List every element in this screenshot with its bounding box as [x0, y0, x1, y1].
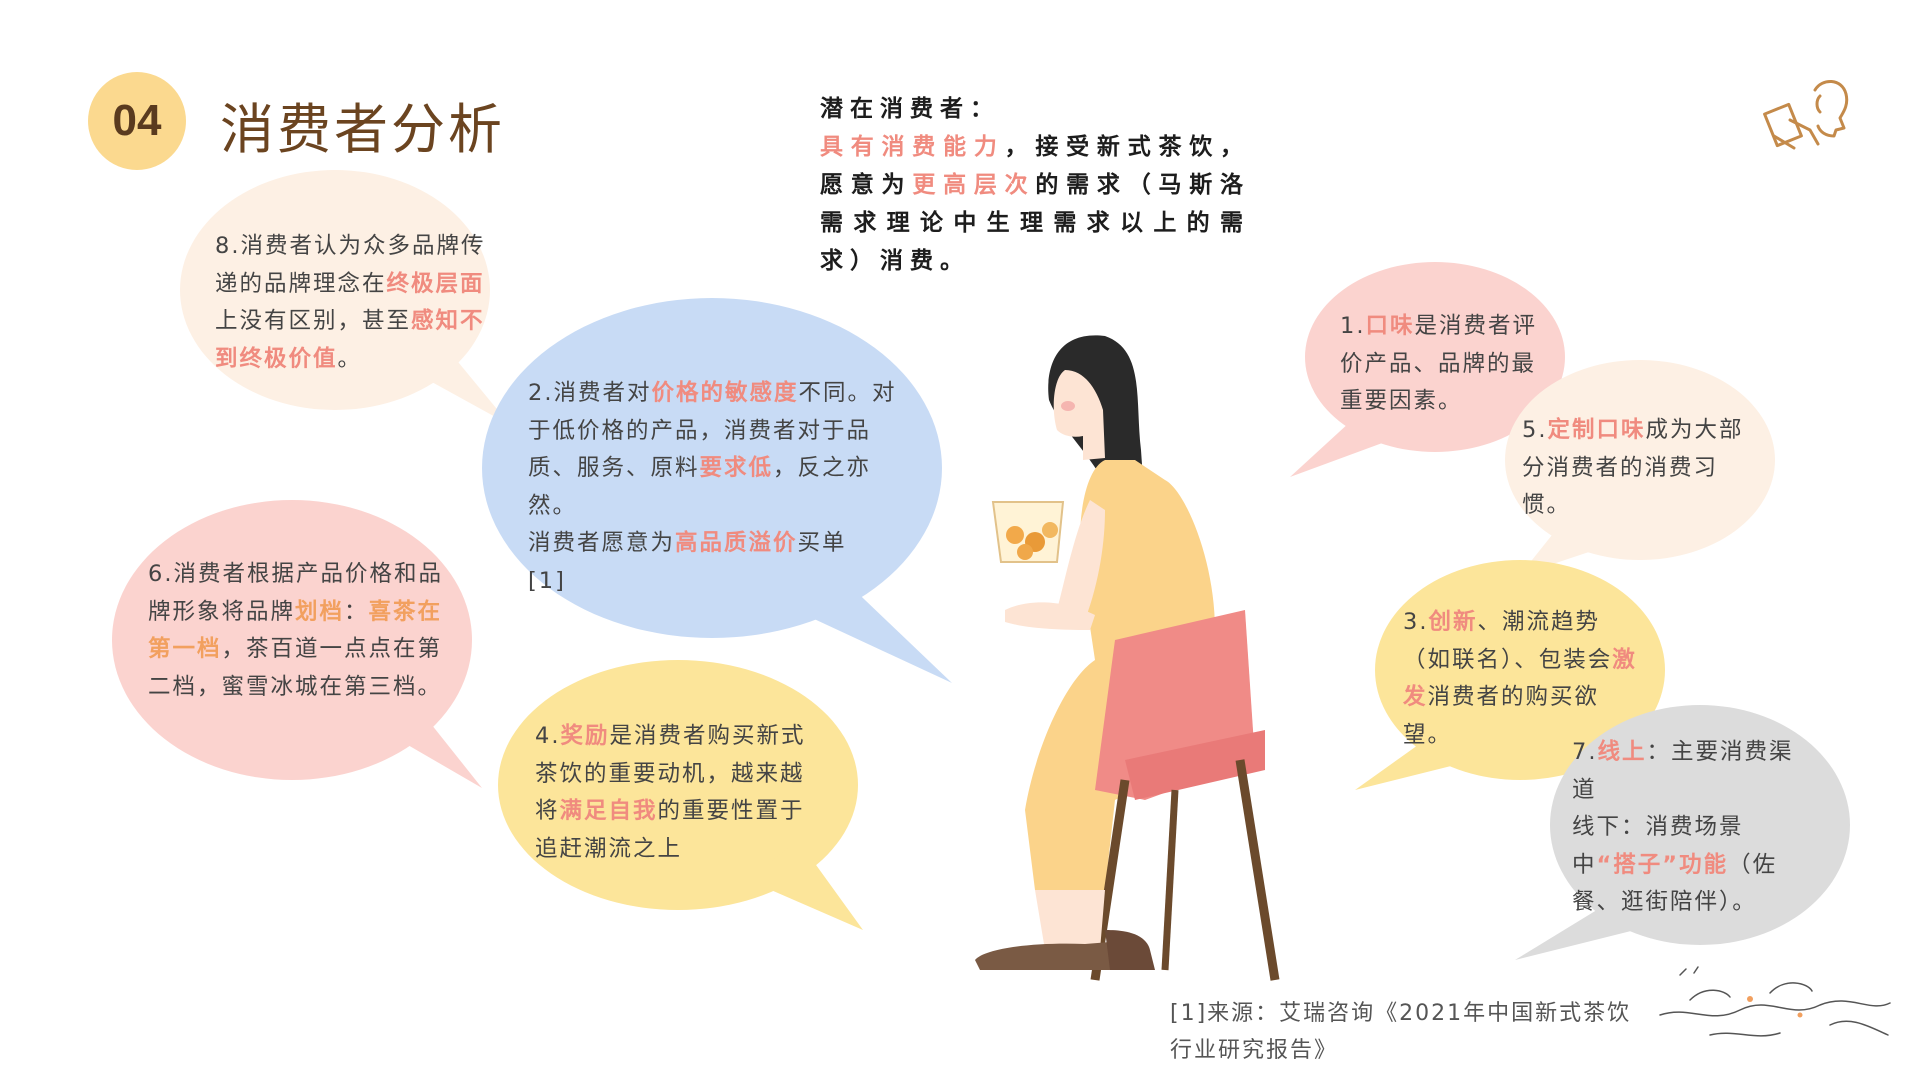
- b2-highlight-2: 要求低: [699, 455, 774, 481]
- b2-highlight-3: 高品质溢价: [675, 530, 798, 556]
- b7-highlight-2: “搭子”功能: [1596, 851, 1729, 878]
- woman-sitting-illustration: [975, 335, 1280, 981]
- b4-highlight-2: 满足自我: [559, 798, 658, 824]
- b5-highlight-1: 定制口味: [1547, 417, 1646, 443]
- b2-text-e: 买单: [797, 530, 847, 556]
- bubble-7-shape: [1515, 705, 1850, 960]
- b8-text-c: 。: [337, 345, 363, 372]
- wave-doodle-decoration: [1659, 966, 1891, 1037]
- b6-text-a: 6.消费者根据产品价格和品牌形象将品牌: [148, 561, 443, 625]
- b1-highlight-1: 口味: [1365, 313, 1415, 339]
- bubble-2-text: 2.消费者对价格的敏感度不同。对于低价格的产品，消费者对于品质、服务、原料要求低…: [528, 375, 918, 600]
- b5-text-b: 成为大部分消费者的消费习惯。: [1522, 417, 1744, 518]
- bubble-5-text: 5.定制口味成为大部分消费者的消费习惯。: [1522, 412, 1762, 525]
- b3-highlight-2: 激发: [1403, 646, 1637, 711]
- b2-citation: [1]: [528, 567, 566, 594]
- potential-text-2: 的需求（马斯洛需求理论中生理需求以上的需求）消费。: [820, 172, 1251, 274]
- page-title: 消费者分析: [220, 98, 505, 161]
- b1-text-a: 1.: [1340, 313, 1366, 339]
- b7-text-b: ：主要消费渠道: [1572, 739, 1794, 803]
- b2-text-a: 2.消费者对: [528, 380, 652, 406]
- b2-text-c: ，反之亦然。: [528, 455, 872, 519]
- b7-highlight-1: 线上: [1597, 739, 1647, 765]
- bubble-1-shape: [1290, 262, 1565, 477]
- potential-consumer-text: 潜在消费者： 具有消费能力，接受新式茶饮，愿意为更高层次的需求（马斯洛需求理论中…: [820, 90, 1250, 280]
- bubble-8-shape: [180, 170, 510, 425]
- bubble-3-shape: [1355, 560, 1665, 790]
- b8-text-a: 8.消费者认为众多品牌传递的品牌理念在: [215, 233, 486, 297]
- b2-text-d: 消费者愿意为: [528, 530, 676, 556]
- b8-highlight-2: 感知不到终极价值: [215, 308, 485, 372]
- reading-person-icon: [1763, 80, 1849, 150]
- b2-text-b: 不同。对于低价格的产品，消费者对于品质、服务、原料: [528, 380, 897, 481]
- source-footnote: [1]来源：艾瑞咨询《2021年中国新式茶饮行业研究报告》: [1170, 1001, 1632, 1063]
- b3-highlight-1: 创新: [1428, 609, 1478, 635]
- b5-text-a: 5.: [1522, 417, 1548, 443]
- b7-text-d: （佐餐、逛街陪伴）。: [1572, 851, 1778, 916]
- potential-heading: 潜在消费者：: [820, 96, 1000, 122]
- b6-text-c: ，茶百道一点点在第二档，蜜雪冰城在第三档。: [148, 636, 443, 700]
- potential-highlight-1: 具有消费能力: [820, 134, 1005, 160]
- b6-highlight-1: 划档: [295, 598, 345, 625]
- bubble-8-text: 8.消费者认为众多品牌传递的品牌理念在终极层面上没有区别，甚至感知不到终极价值。: [215, 228, 495, 378]
- b6-text-b: ：: [344, 598, 369, 625]
- b4-text-a: 4.: [535, 723, 561, 749]
- bubble-3-text: 3.创新、潮流趋势（如联名）、包装会激发消费者的购买欲望。: [1403, 604, 1638, 754]
- potential-highlight-2: 更高层次: [912, 172, 1036, 198]
- section-number-badge: 04: [88, 72, 186, 170]
- b7-text-c: 线下：消费场景中: [1572, 814, 1744, 878]
- bubble-7-text: 7.线上：主要消费渠道 线下：消费场景中“搭子”功能（佐餐、逛街陪伴）。: [1572, 734, 1807, 922]
- bubble-4-text: 4.奖励是消费者购买新式茶饮的重要动机，越来越将满足自我的重要性置于追赶潮流之上: [535, 718, 825, 868]
- b4-text-b: 是消费者购买新式茶饮的重要动机，越来越将: [535, 723, 806, 824]
- potential-text-1: ，接受新式茶饮，愿意为: [820, 134, 1251, 198]
- b2-highlight-1: 价格的敏感度: [651, 380, 799, 406]
- b7-text-a: 7.: [1572, 739, 1598, 765]
- bubble-6-shape: [112, 500, 482, 788]
- b8-highlight-1: 终极层面: [386, 270, 485, 297]
- bubble-2-shape: [482, 298, 952, 683]
- b4-highlight-1: 奖励: [560, 723, 610, 749]
- b3-text-b: 、潮流趋势（如联名）、包装会: [1403, 609, 1613, 673]
- bubble-6-text: 6.消费者根据产品价格和品牌形象将品牌划档：喜茶在第一档，茶百道一点点在第二档，…: [148, 556, 458, 706]
- b4-text-c: 的重要性置于追赶潮流之上: [535, 798, 805, 862]
- bubble-1-text: 1.口味是消费者评价产品、品牌的最重要因素。: [1340, 308, 1545, 421]
- b1-text-b: 是消费者评价产品、品牌的最重要因素。: [1340, 313, 1537, 414]
- b8-text-b: 上没有区别，甚至: [215, 308, 412, 334]
- b3-text-a: 3.: [1403, 609, 1429, 635]
- b6-highlight-2: 喜茶在第一档: [148, 598, 443, 663]
- bubble-4-shape: [498, 660, 863, 930]
- b3-text-c: 消费者的购买欲望。: [1403, 684, 1600, 748]
